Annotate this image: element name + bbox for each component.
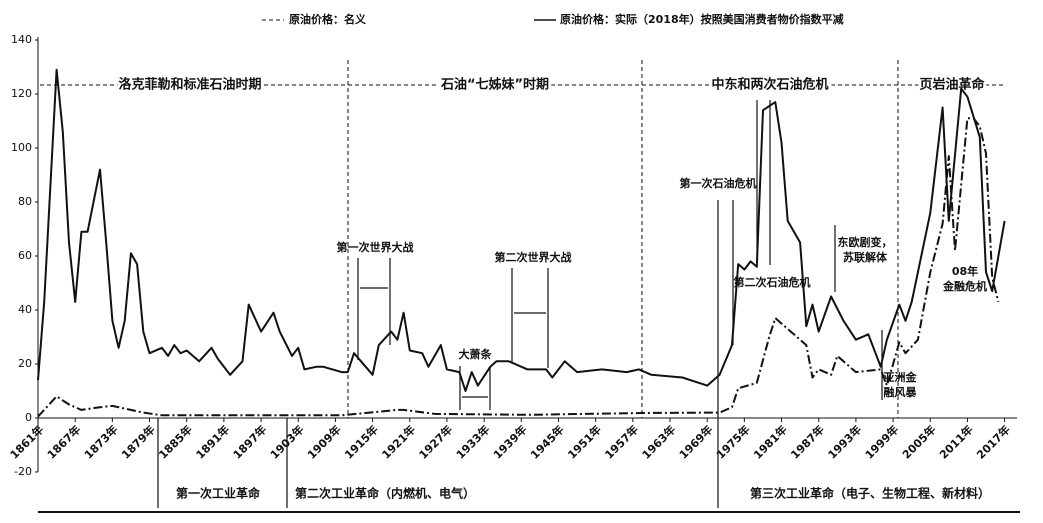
x-tick-label: 1981年 xyxy=(750,422,789,461)
x-tick-label: 1951年 xyxy=(565,422,604,461)
x-tick-label: 1891年 xyxy=(193,422,232,461)
x-tick-label: 1885年 xyxy=(156,422,195,461)
event-label: 亚洲金 xyxy=(884,370,918,384)
y-tick-label: 120 xyxy=(11,87,32,100)
y-tick-label: 100 xyxy=(11,141,32,154)
event-label: 融风暴 xyxy=(884,385,918,399)
x-tick-label: 1915年 xyxy=(342,422,381,461)
x-tick-label: 1963年 xyxy=(639,422,678,461)
revolution-label: 第二次工业革命（内燃机、电气） xyxy=(295,486,475,501)
event-label: 第二次石油危机 xyxy=(734,275,811,289)
x-tick-label: 1927年 xyxy=(416,422,455,461)
x-tick-label: 1939年 xyxy=(490,422,529,461)
x-tick-label: 2017年 xyxy=(974,422,1013,461)
event-label: 第一次石油危机 xyxy=(680,176,757,190)
x-tick-label: 1987年 xyxy=(788,422,827,461)
period-label: 洛克菲勒和标准石油时期 xyxy=(118,77,261,93)
x-tick-label: 1969年 xyxy=(676,422,715,461)
event-label: 金融危机 xyxy=(942,279,987,293)
y-tick-label: 20 xyxy=(18,357,32,370)
x-tick-label: 1999年 xyxy=(862,422,901,461)
y-tick-label: -20 xyxy=(14,465,32,478)
x-tick-label: 1897年 xyxy=(230,422,269,461)
x-tick-label: 1993年 xyxy=(825,422,864,461)
period-label: 中东和两次石油危机 xyxy=(711,77,828,93)
series-line xyxy=(37,117,1000,418)
revolution-label: 第三次工业革命（电子、生物工程、新材料） xyxy=(750,486,990,501)
legend-label: 原油价格：实际（2018年）按照美国消费者物价指数平减 xyxy=(560,12,844,26)
revolution-label: 第一次工业革命 xyxy=(176,486,261,501)
event-label: 苏联解体 xyxy=(843,250,888,264)
x-tick-label: 1957年 xyxy=(602,422,641,461)
x-tick-label: 1867年 xyxy=(44,422,83,461)
period-dividers xyxy=(40,60,1005,418)
x-tick-label: 1861年 xyxy=(7,422,46,461)
x-tick-label: 1873年 xyxy=(81,422,120,461)
series-line xyxy=(37,68,1006,392)
x-tick-label: 1945年 xyxy=(527,422,566,461)
event-label: 东欧剧变， xyxy=(838,235,893,249)
x-tick-label: 1921年 xyxy=(379,422,418,461)
event-label: 08年 xyxy=(952,264,978,278)
y-tick-label: 40 xyxy=(18,303,32,316)
event-label: 第二次世界大战 xyxy=(495,250,572,264)
x-tick-label: 2011年 xyxy=(936,422,975,461)
x-tick-label: 2005年 xyxy=(899,422,938,461)
event-markers xyxy=(357,100,883,418)
period-label: 石油“七姊妹”时期 xyxy=(440,77,549,93)
y-tick-label: 0 xyxy=(25,411,32,424)
x-tick-label: 1975年 xyxy=(713,422,752,461)
revolution-dividers xyxy=(38,418,1020,513)
period-label: 页岩油革命 xyxy=(919,77,985,93)
legend-label: 原油价格：名义 xyxy=(289,12,367,26)
y-tick-label: 60 xyxy=(18,249,32,262)
x-tick-label: 1933年 xyxy=(453,422,492,461)
x-tick-label: 1879年 xyxy=(118,422,157,461)
x-tick-label: 1909年 xyxy=(304,422,343,461)
y-tick-label: 80 xyxy=(18,195,32,208)
event-label: 第一次世界大战 xyxy=(337,240,414,254)
y-tick-label: 140 xyxy=(11,33,32,46)
event-label: 大萧条 xyxy=(459,347,493,361)
